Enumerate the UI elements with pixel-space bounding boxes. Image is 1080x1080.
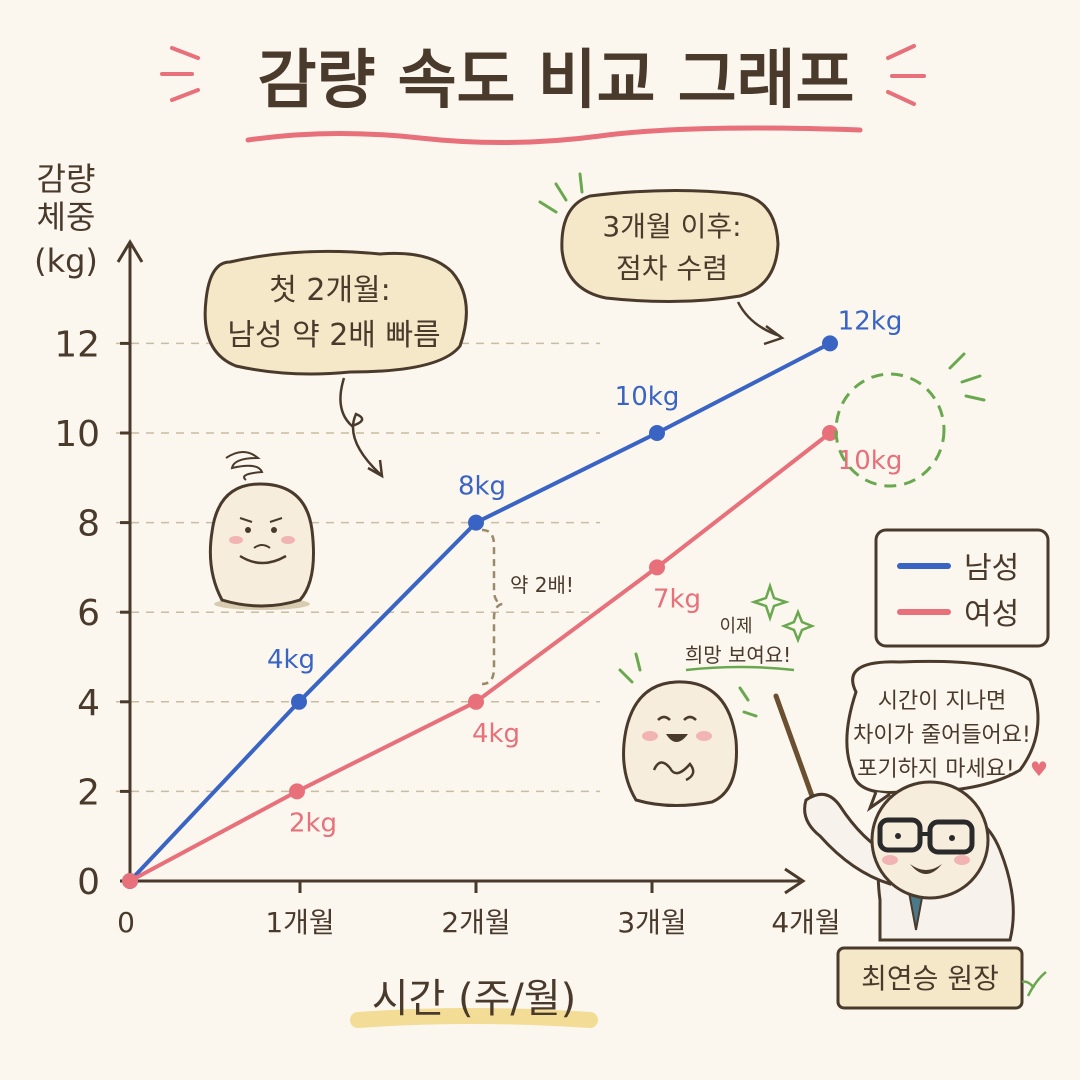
title-sparkles-right xyxy=(886,44,926,106)
data-label-female: 4kg xyxy=(472,719,520,749)
hope-line2: 희망 보여요! xyxy=(685,643,791,667)
x-tick-label: 0 xyxy=(117,906,135,939)
y-tick-label: 6 xyxy=(77,593,100,634)
data-point-female xyxy=(822,425,838,441)
data-label-female: 10kg xyxy=(838,446,903,476)
legend: 남성 여성 xyxy=(874,528,1050,648)
y-axis-arrow xyxy=(116,239,144,263)
x-tick-labels: 0 1개월 2개월 3개월 4개월 xyxy=(117,906,841,939)
name-tag: 최연승 원장 xyxy=(836,946,1047,1010)
title-underline xyxy=(245,125,863,146)
annotation-bubble-first-months: 첫 2개월: 남성 약 2배 빠름 xyxy=(203,249,468,479)
y-axis-label: 감량 체중 (kg) xyxy=(34,160,98,280)
worried-character xyxy=(208,451,315,610)
y-tick-label: 0 xyxy=(77,862,100,903)
data-point-male xyxy=(822,335,838,352)
y-label-line2: 체중 xyxy=(37,198,96,236)
hopeful-character: 이제 희망 보여요! xyxy=(618,582,816,808)
data-label-male: 10kg xyxy=(615,382,680,412)
gap-brace xyxy=(481,528,503,686)
y-tick-label: 10 xyxy=(54,414,100,455)
axes xyxy=(116,239,806,895)
title-sparkles-left xyxy=(160,46,200,102)
data-point-female xyxy=(289,783,305,800)
series-layer: 4kg 8kg 10kg 12kg 2kg 4kg 7kg 10kg xyxy=(122,306,902,889)
y-tick-label: 8 xyxy=(77,504,100,545)
doctor-speech-line2: 차이가 줄어들어요! xyxy=(853,723,1031,748)
gap-annotation: 약 2배! xyxy=(481,528,574,686)
highlight-circle xyxy=(834,352,986,488)
doctor-speech-line1: 시간이 지나면 xyxy=(878,689,1006,714)
x-label-highlight xyxy=(350,1008,598,1028)
x-axis-label: 시간 (주/월) xyxy=(372,976,577,1022)
x-tick-label: 2개월 xyxy=(441,906,510,939)
x-tick-label: 3개월 xyxy=(617,906,686,939)
data-point-male xyxy=(468,514,484,531)
bubble2-line1: 3개월 이후: xyxy=(602,210,741,243)
data-label-female: 2kg xyxy=(289,808,337,838)
bubble1-line1: 첫 2개월: xyxy=(269,273,391,308)
data-point-female xyxy=(468,693,484,710)
grid-lines xyxy=(116,342,600,793)
data-point-male xyxy=(291,693,307,710)
x-axis-arrow xyxy=(784,867,806,895)
data-point-male xyxy=(649,425,665,441)
legend-label-male: 남성 xyxy=(964,551,1019,586)
title-group: 감량 속도 비교 그래프 xyxy=(160,44,926,146)
y-tick-label: 2 xyxy=(77,772,100,813)
y-label-line1: 감량 xyxy=(37,160,96,198)
y-tick-label: 12 xyxy=(54,324,100,365)
name-tag-label: 최연승 원장 xyxy=(861,962,999,995)
bubble1-line2: 남성 약 2배 빠름 xyxy=(227,318,440,353)
data-label-male: 8kg xyxy=(458,472,506,502)
bubble1-arrow xyxy=(339,377,381,475)
y-tick-label: 4 xyxy=(77,683,100,724)
y-label-line3: (kg) xyxy=(34,242,98,280)
bubble2-line2: 점차 수렴 xyxy=(616,252,728,285)
data-label-female: 7kg xyxy=(653,584,701,614)
y-tick-labels: 0 2 4 6 8 10 12 xyxy=(54,324,100,903)
annotation-bubble-after-3months: 3개월 이후: 점차 수렴 xyxy=(538,172,785,346)
pointer-stick xyxy=(773,693,815,799)
gap-label: 약 2배! xyxy=(510,573,574,597)
x-tick-label: 1개월 xyxy=(265,906,334,939)
hope-line1: 이제 xyxy=(719,616,752,637)
legend-label-female: 여성 xyxy=(964,597,1019,632)
data-label-male: 4kg xyxy=(267,645,315,675)
heart-icon: ♥ xyxy=(1030,757,1048,781)
doctor-speech-line3: 포기하지 마세요! xyxy=(857,757,1015,782)
data-point-female xyxy=(122,873,138,889)
data-label-male: 12kg xyxy=(838,306,903,336)
doctor-character: 시간이 지나면 차이가 줄어들어요! 포기하지 마세요! ♥ xyxy=(773,659,1048,942)
x-axis-label-group: 시간 (주/월) xyxy=(350,976,598,1028)
data-point-female xyxy=(649,559,665,576)
x-tick-label: 4개월 xyxy=(771,906,840,939)
chart-title: 감량 속도 비교 그래프 xyxy=(258,44,855,118)
